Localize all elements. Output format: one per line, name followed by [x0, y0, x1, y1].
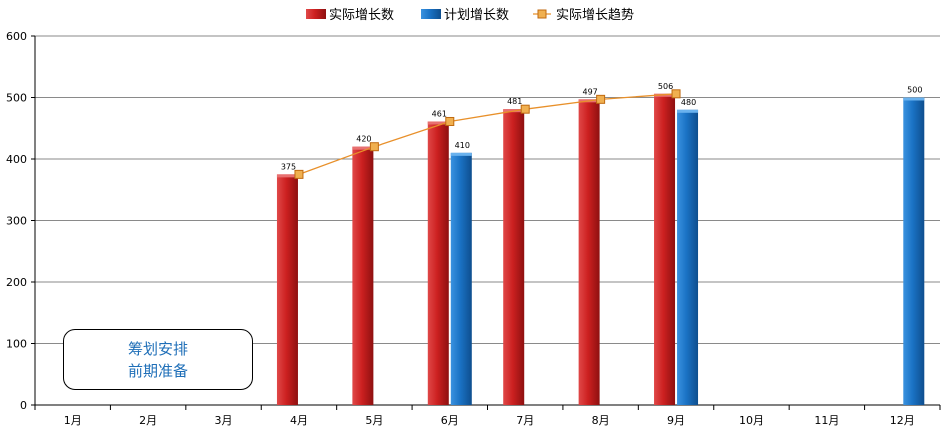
gridlines [35, 35, 940, 344]
trend-marker-5 [369, 142, 379, 152]
data-label-plan-6: 410 [455, 141, 470, 150]
bar-top-actual-5 [352, 146, 374, 150]
data-label-actual-4: 375 [281, 162, 296, 171]
trend-line [294, 89, 681, 179]
bar-actual-9 [654, 93, 676, 405]
trend-marker-4 [294, 169, 304, 179]
y-tick-label-500: 500 [6, 92, 27, 105]
legend-label-3: 实际增长趋势 [556, 7, 634, 23]
bar-top-actual-6 [427, 121, 449, 125]
legend-swatch-2 [421, 9, 441, 19]
x-tick-label-11: 11月 [814, 414, 839, 427]
bar-top-plan-9 [677, 109, 699, 113]
trend-marker-6 [445, 116, 455, 126]
data-label-actual-7: 481 [507, 97, 522, 106]
data-label-plan-9: 480 [681, 98, 696, 107]
bar-top-actual-9 [654, 93, 676, 97]
x-tick-label-9: 9月 [667, 414, 685, 427]
y-tick-label-300: 300 [6, 215, 27, 228]
x-tick-label-1: 1月 [64, 414, 82, 427]
x-tick-label-10: 10月 [739, 414, 764, 427]
data-label-actual-5: 420 [356, 135, 371, 144]
bar-top-plan-12 [903, 97, 925, 101]
trend-marker-9 [671, 89, 681, 99]
trend-polyline [298, 93, 677, 175]
x-tick-label-12: 12月 [890, 414, 915, 427]
y-tick-label-600: 600 [6, 30, 27, 43]
bar-actual-6 [427, 121, 449, 406]
data-label-actual-8: 497 [582, 87, 597, 96]
y-tick-label-400: 400 [6, 153, 27, 166]
x-tick-label-6: 6月 [441, 414, 459, 427]
y-tick-label-100: 100 [6, 338, 27, 351]
bar-actual-5 [352, 146, 374, 405]
trend-marker-7 [520, 104, 530, 114]
bar-actual-7 [503, 109, 525, 405]
annotation-line-2: 前期准备 [127, 361, 188, 380]
data-label-plan-12: 500 [907, 86, 922, 95]
annotation-box: 筹划安排 前期准备 [63, 329, 253, 390]
x-tick-label-7: 7月 [516, 414, 534, 427]
x-tick-label-2: 2月 [139, 414, 157, 427]
bar-plan-6 [450, 152, 472, 405]
bar-actual-4 [276, 174, 298, 405]
trend-marker-8 [596, 94, 606, 104]
bar-plan-12 [903, 97, 925, 405]
annotation-line-1: 筹划安排 [127, 339, 188, 358]
bar-top-actual-4 [276, 174, 298, 178]
legend-label-1: 实际增长数 [329, 8, 394, 23]
bar-actual-8 [578, 99, 600, 405]
legend-label-2: 计划增长数 [444, 8, 509, 23]
x-tick-label-5: 5月 [365, 414, 383, 427]
axes: 0 100 200 300 400 500 600 1月 2月 3月 4月 5月 6月 7月 8月 9月 10月… [6, 30, 941, 427]
legend: 实际增长数 计划增长数 实际增长趋势 [306, 7, 634, 23]
bars [276, 93, 925, 406]
x-tick-label-4: 4月 [290, 414, 308, 427]
legend-marker-3 [537, 9, 547, 19]
data-label-actual-9: 506 [658, 82, 673, 91]
x-tick-label-8: 8月 [592, 414, 610, 427]
data-label-actual-6: 461 [432, 109, 447, 118]
x-tick-label-3: 3月 [215, 414, 233, 427]
data-labels: 375 420 461 481 497 506 410 480 500 [281, 82, 923, 172]
y-tick-label-200: 200 [6, 276, 27, 289]
bar-plan-9 [677, 109, 699, 406]
legend-swatch-1 [306, 9, 326, 19]
bar-top-plan-6 [450, 152, 472, 156]
y-tick-label-0: 0 [20, 399, 27, 412]
